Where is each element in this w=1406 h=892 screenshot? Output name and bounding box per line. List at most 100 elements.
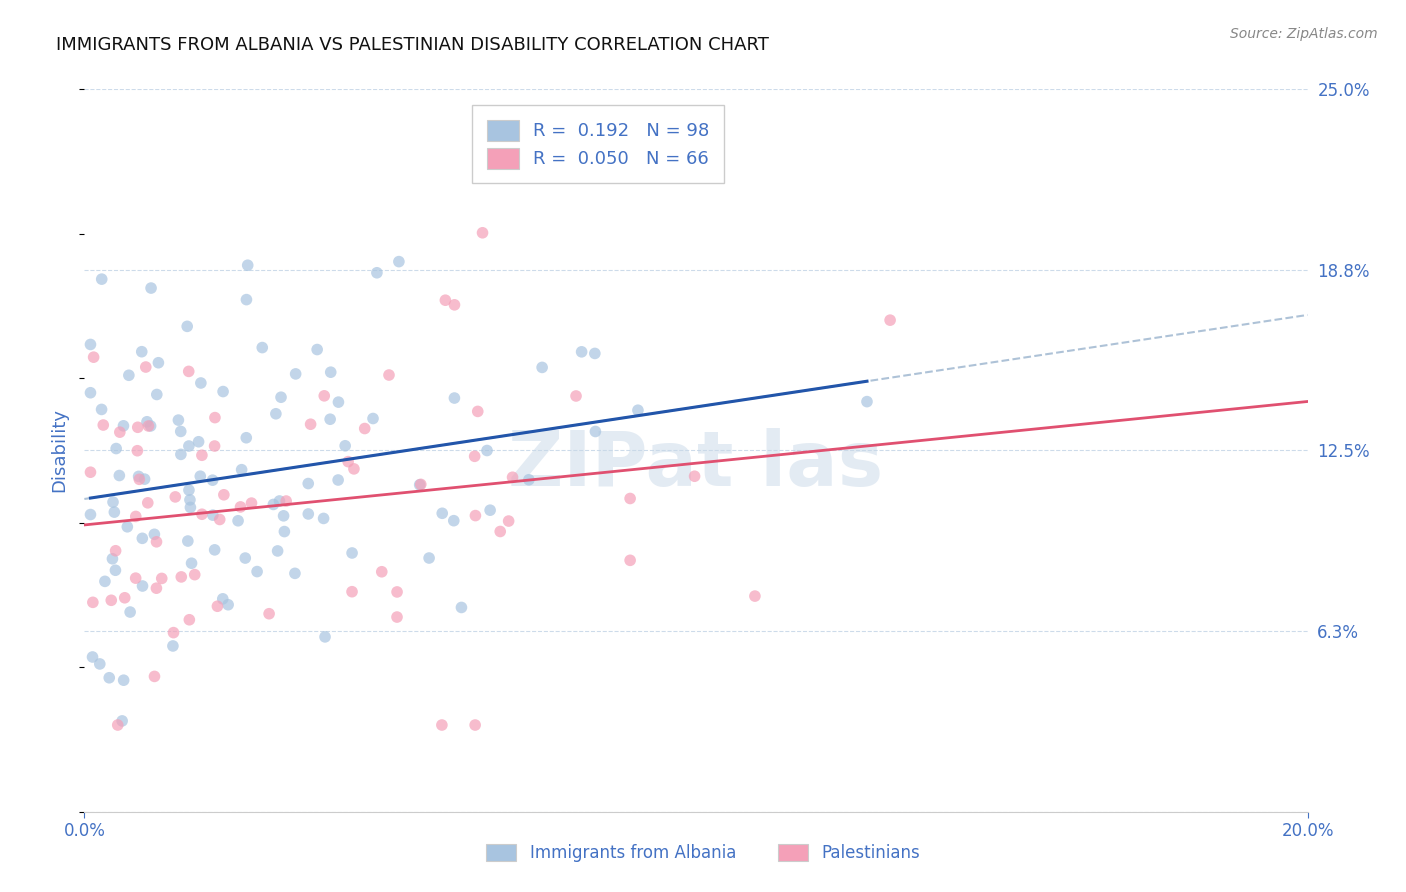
Point	[273, 524, 295, 539]
Point	[112, 673, 135, 688]
Text: ZIPat las: ZIPat las	[509, 428, 883, 502]
Point	[83, 350, 105, 364]
Point	[94, 574, 117, 589]
Point	[90, 402, 112, 417]
Point	[177, 439, 200, 453]
Point	[191, 508, 214, 522]
Point	[235, 431, 257, 445]
Point	[297, 507, 319, 521]
Text: IMMIGRANTS FROM ALBANIA VS PALESTINIAN DISABILITY CORRELATION CHART: IMMIGRANTS FROM ALBANIA VS PALESTINIAN D…	[56, 36, 769, 54]
Point	[266, 544, 288, 558]
Point	[100, 593, 122, 607]
Point	[276, 494, 298, 508]
Point	[264, 407, 287, 421]
Point	[108, 425, 131, 439]
Point	[201, 473, 224, 487]
Point	[204, 542, 226, 557]
Point	[148, 356, 170, 370]
Point	[82, 595, 104, 609]
Point	[143, 527, 166, 541]
Point	[284, 566, 307, 581]
Point	[371, 565, 394, 579]
Point	[91, 417, 114, 432]
Point	[434, 293, 457, 308]
Point	[208, 512, 231, 526]
Point	[337, 455, 360, 469]
Point	[177, 534, 200, 549]
Point	[583, 346, 606, 360]
Point	[167, 413, 190, 427]
Point	[89, 657, 111, 671]
Point	[879, 313, 901, 327]
Point	[479, 503, 502, 517]
Point	[299, 417, 322, 432]
Point	[145, 534, 167, 549]
Point	[408, 477, 430, 491]
Point	[409, 477, 432, 491]
Point	[475, 443, 498, 458]
Point	[269, 494, 291, 508]
Point	[108, 468, 131, 483]
Point	[131, 532, 153, 546]
Point	[229, 500, 252, 514]
Point	[366, 266, 388, 280]
Point	[112, 418, 135, 433]
Point	[117, 520, 139, 534]
Point	[361, 411, 384, 425]
Point	[176, 319, 198, 334]
Point	[240, 496, 263, 510]
Point	[270, 390, 292, 404]
Point	[328, 395, 350, 409]
Point	[128, 469, 150, 483]
Point	[177, 483, 200, 497]
Point	[127, 420, 149, 434]
Point	[211, 591, 233, 606]
Point	[136, 415, 159, 429]
Point	[120, 605, 142, 619]
Point	[262, 498, 284, 512]
Point	[162, 625, 184, 640]
Point	[79, 508, 101, 522]
Point	[333, 439, 356, 453]
Point	[246, 565, 269, 579]
Point	[79, 337, 101, 351]
Point	[340, 584, 363, 599]
Y-axis label: Disability: Disability	[51, 409, 69, 492]
Point	[170, 425, 193, 439]
Point	[204, 410, 226, 425]
Point	[111, 714, 134, 728]
Point	[385, 585, 408, 599]
Point	[443, 514, 465, 528]
Point	[378, 368, 401, 382]
Point	[307, 343, 329, 357]
Point	[257, 607, 280, 621]
Point	[187, 434, 209, 449]
Point	[179, 613, 201, 627]
Point	[136, 496, 159, 510]
Point	[165, 490, 187, 504]
Point	[343, 462, 366, 476]
Point	[583, 425, 606, 439]
Point	[145, 581, 167, 595]
Point	[190, 376, 212, 390]
Point	[162, 639, 184, 653]
Point	[105, 442, 128, 456]
Point	[217, 598, 239, 612]
Point	[131, 344, 153, 359]
Point	[177, 364, 200, 378]
Point	[314, 630, 336, 644]
Point	[467, 404, 489, 418]
Point	[150, 571, 173, 585]
Point	[103, 505, 125, 519]
Point	[90, 272, 112, 286]
Point	[135, 359, 157, 374]
Point	[340, 546, 363, 560]
Point	[143, 669, 166, 683]
Point	[231, 463, 253, 477]
Point	[107, 718, 129, 732]
Point	[319, 365, 342, 379]
Point	[79, 385, 101, 400]
Point	[139, 419, 162, 434]
Point	[314, 389, 336, 403]
Point	[312, 511, 335, 525]
